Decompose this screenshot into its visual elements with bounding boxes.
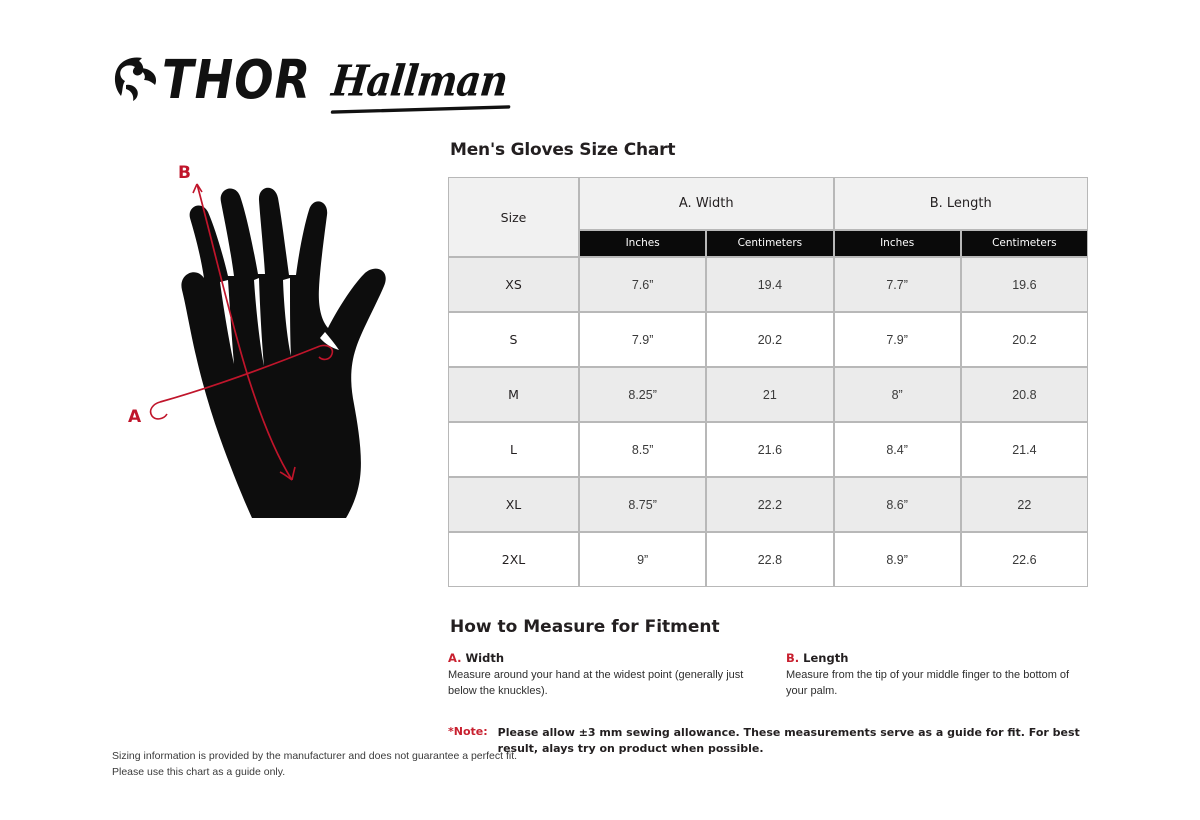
measure-length-letter: B. [786,651,800,665]
note-label: *Note: [448,725,488,739]
measure-length-name: Length [803,651,849,665]
column-header-length-inches: Inches [833,229,961,257]
measure-width-letter: A. [448,651,462,665]
cell-length-centimeters: 20.8 [960,367,1088,422]
column-header-length-group: B. Length [833,177,1088,230]
cell-length-inches: 8.9” [833,532,961,587]
thor-helmet-icon [112,55,158,108]
page-title: Men's Gloves Size Chart [450,140,676,160]
diagram-label-a: A [128,407,142,427]
cell-width-inches: 7.6” [579,257,707,312]
measure-length-text: Measure from the tip of your middle fing… [786,669,1070,697]
note-text: Please allow ±3 mm sewing allowance. The… [497,726,1080,756]
cell-size: 2XL [448,532,579,587]
size-chart-table: Size A. Width B. Length Inches Centimete… [448,177,1088,587]
length-measure-line [192,183,296,481]
table-row: 2XL 9” 22.8 8.9” 22.6 [448,532,1088,587]
cell-width-centimeters: 20.2 [706,312,834,367]
cell-width-centimeters: 22.8 [706,532,834,587]
table-row: XL 8.75” 22.2 8.6” 22 [448,477,1088,532]
table-row: S 7.9” 20.2 7.9” 20.2 [448,312,1088,367]
cell-width-inches: 8.5” [579,422,707,477]
width-measure-line [149,344,334,420]
hand-measurement-diagram: B A [120,160,440,540]
thor-wordmark: THOR [162,49,312,112]
how-to-measure-title: How to Measure for Fitment [450,617,720,637]
hallman-logo: Hallman [329,55,510,108]
note-row: *Note: Please allow ±3 mm sewing allowan… [448,725,1088,757]
cell-width-inches: 8.25” [579,367,707,422]
cell-length-inches: 7.7” [833,257,961,312]
cell-width-inches: 9” [579,532,707,587]
cell-length-centimeters: 19.6 [960,257,1088,312]
cell-width-centimeters: 22.2 [706,477,834,532]
cell-length-centimeters: 22.6 [960,532,1088,587]
how-to-measure-section: How to Measure for Fitment A. Width Meas… [448,617,1088,757]
table-header-group-row: Size A. Width B. Length [448,177,1088,257]
cell-size: L [448,422,579,477]
cell-length-inches: 8.6” [833,477,961,532]
table-row: L 8.5” 21.6 8.4” 21.4 [448,422,1088,477]
cell-width-inches: 8.75” [579,477,707,532]
cell-width-centimeters: 19.4 [706,257,834,312]
measure-length-heading: B. Length [786,651,1088,665]
cell-length-centimeters: 22 [960,477,1088,532]
cell-length-inches: 8” [833,367,961,422]
cell-size: S [448,312,579,367]
measure-width-block: A. Width Measure around your hand at the… [448,651,750,699]
cell-width-centimeters: 21 [706,367,834,422]
cell-length-inches: 7.9” [833,312,961,367]
cell-size: XS [448,257,579,312]
cell-length-inches: 8.4” [833,422,961,477]
cell-size: M [448,367,579,422]
column-header-width-inches: Inches [579,229,707,257]
measure-width-text: Measure around your hand at the widest p… [448,669,744,697]
table-header-unit-row: Inches Centimeters Inches Centimeters [448,229,1088,257]
column-header-size: Size [448,177,579,257]
cell-length-centimeters: 21.4 [960,422,1088,477]
column-header-width-centimeters: Centimeters [706,229,834,257]
cell-width-inches: 7.9” [579,312,707,367]
footer-disclaimer: Sizing information is provided by the ma… [112,748,517,781]
disclaimer-line-1: Sizing information is provided by the ma… [112,750,518,762]
hand-silhouette [181,187,386,519]
disclaimer-line-2: Please use this chart as a guide only. [112,766,286,779]
cell-length-centimeters: 20.2 [960,312,1088,367]
measure-length-block: B. Length Measure from the tip of your m… [786,651,1088,699]
cell-width-centimeters: 21.6 [706,422,834,477]
table-row: XS 7.6” 19.4 7.7” 19.6 [448,257,1088,312]
size-chart-panel: Men's Gloves Size Chart Size A. Width B.… [448,140,1088,757]
column-header-length-centimeters: Centimeters [960,229,1088,257]
table-row: M 8.25” 21 8” 20.8 [448,367,1088,422]
measure-width-name: Width [465,651,505,665]
cell-size: XL [448,477,579,532]
diagram-label-b: B [178,163,191,183]
measure-width-heading: A. Width [448,651,750,665]
brand-logo-bar: THOR Hallman [112,50,510,112]
thor-logo: THOR [112,54,310,108]
column-header-width-group: A. Width [579,177,834,230]
